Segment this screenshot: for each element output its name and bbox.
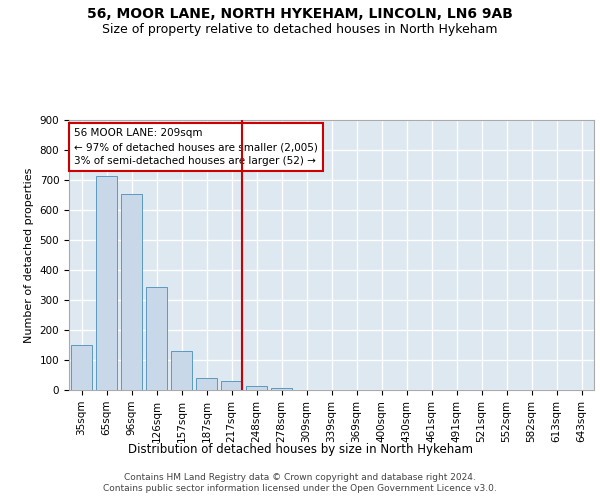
Text: 56 MOOR LANE: 209sqm
← 97% of detached houses are smaller (2,005)
3% of semi-det: 56 MOOR LANE: 209sqm ← 97% of detached h… [74, 128, 318, 166]
Bar [171, 351, 192, 390]
Text: Contains public sector information licensed under the Open Government Licence v3: Contains public sector information licen… [103, 484, 497, 493]
Bar [246, 386, 267, 390]
Text: Contains HM Land Registry data © Crown copyright and database right 2024.: Contains HM Land Registry data © Crown c… [124, 472, 476, 482]
Bar [96, 176, 117, 390]
Bar [146, 287, 167, 390]
Y-axis label: Number of detached properties: Number of detached properties [24, 168, 34, 342]
Bar [221, 381, 242, 390]
Text: Distribution of detached houses by size in North Hykeham: Distribution of detached houses by size … [128, 442, 473, 456]
Text: 56, MOOR LANE, NORTH HYKEHAM, LINCOLN, LN6 9AB: 56, MOOR LANE, NORTH HYKEHAM, LINCOLN, L… [87, 8, 513, 22]
Bar [71, 345, 92, 390]
Text: Size of property relative to detached houses in North Hykeham: Size of property relative to detached ho… [102, 22, 498, 36]
Bar [196, 378, 217, 390]
Bar [121, 194, 142, 390]
Bar [271, 388, 292, 390]
